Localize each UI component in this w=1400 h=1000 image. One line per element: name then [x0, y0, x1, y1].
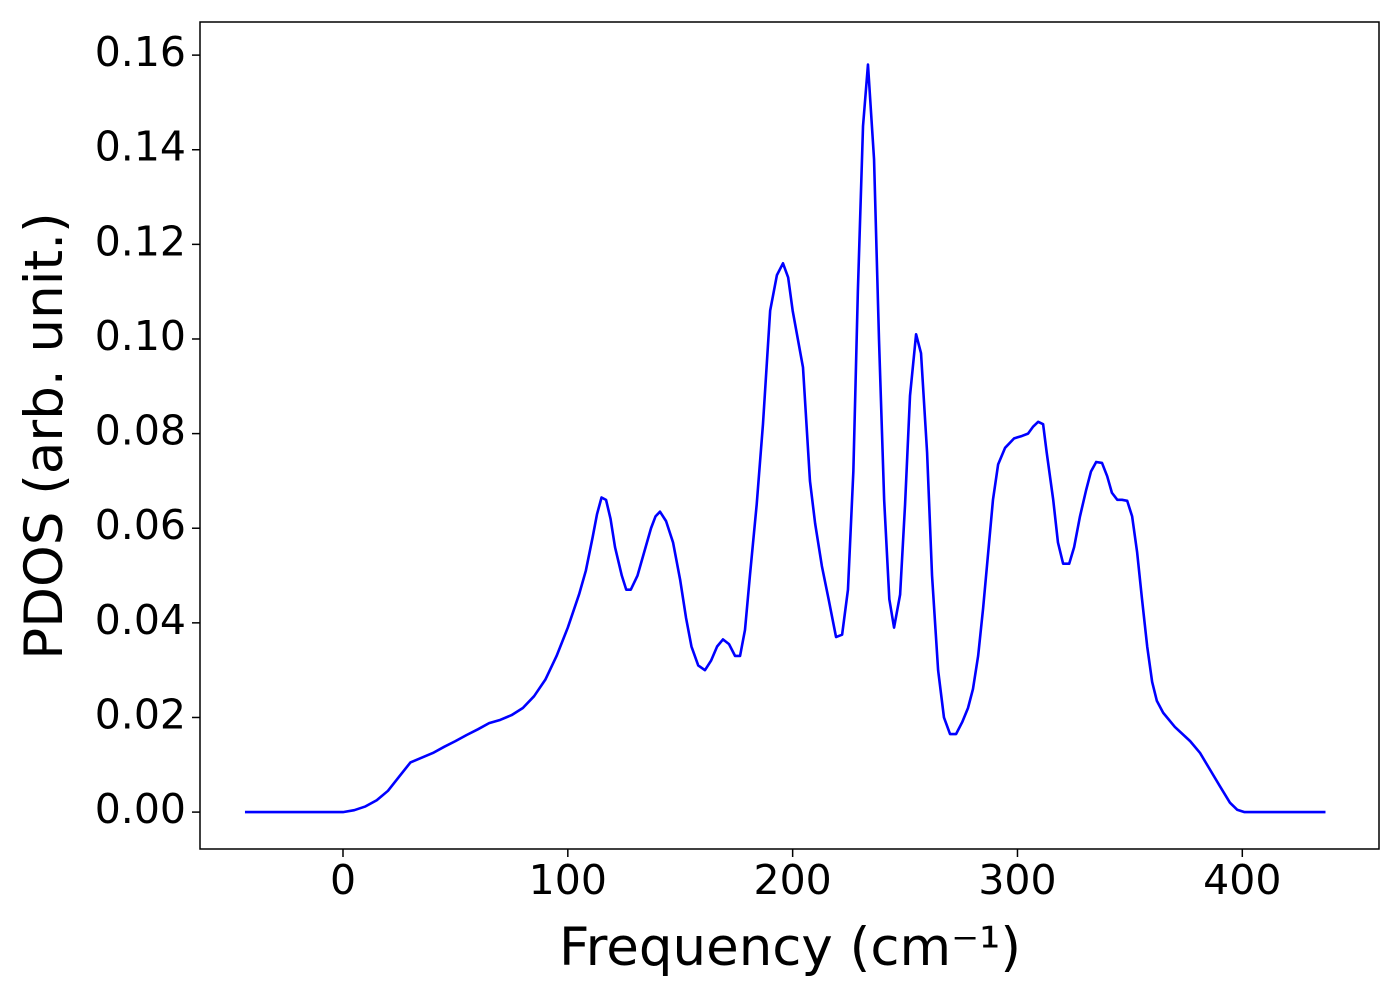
y-tick-label: 0.06 — [95, 501, 186, 549]
y-tick-label: 0.12 — [95, 217, 186, 265]
y-tick-label: 0.10 — [95, 312, 186, 360]
y-tick-label: 0.08 — [95, 407, 186, 455]
y-tick-label: 0.16 — [95, 28, 186, 76]
y-tick-label: 0.04 — [95, 596, 186, 644]
x-tick-label: 100 — [529, 856, 607, 904]
x-axis-label: Frequency (cm⁻¹) — [559, 917, 1021, 978]
y-tick-label: 0.00 — [95, 785, 186, 833]
y-tick-label: 0.14 — [95, 123, 186, 171]
x-tick-label: 0 — [330, 856, 356, 904]
plot-frame — [199, 21, 1380, 850]
y-tick-label: 0.02 — [95, 690, 186, 738]
pdos-line — [244, 63, 1326, 814]
x-tick-label: 200 — [754, 856, 832, 904]
x-tick-label: 400 — [1203, 856, 1281, 904]
x-tick-label: 300 — [978, 856, 1056, 904]
y-axis-label: PDOS (arb. unit.) — [14, 212, 75, 659]
